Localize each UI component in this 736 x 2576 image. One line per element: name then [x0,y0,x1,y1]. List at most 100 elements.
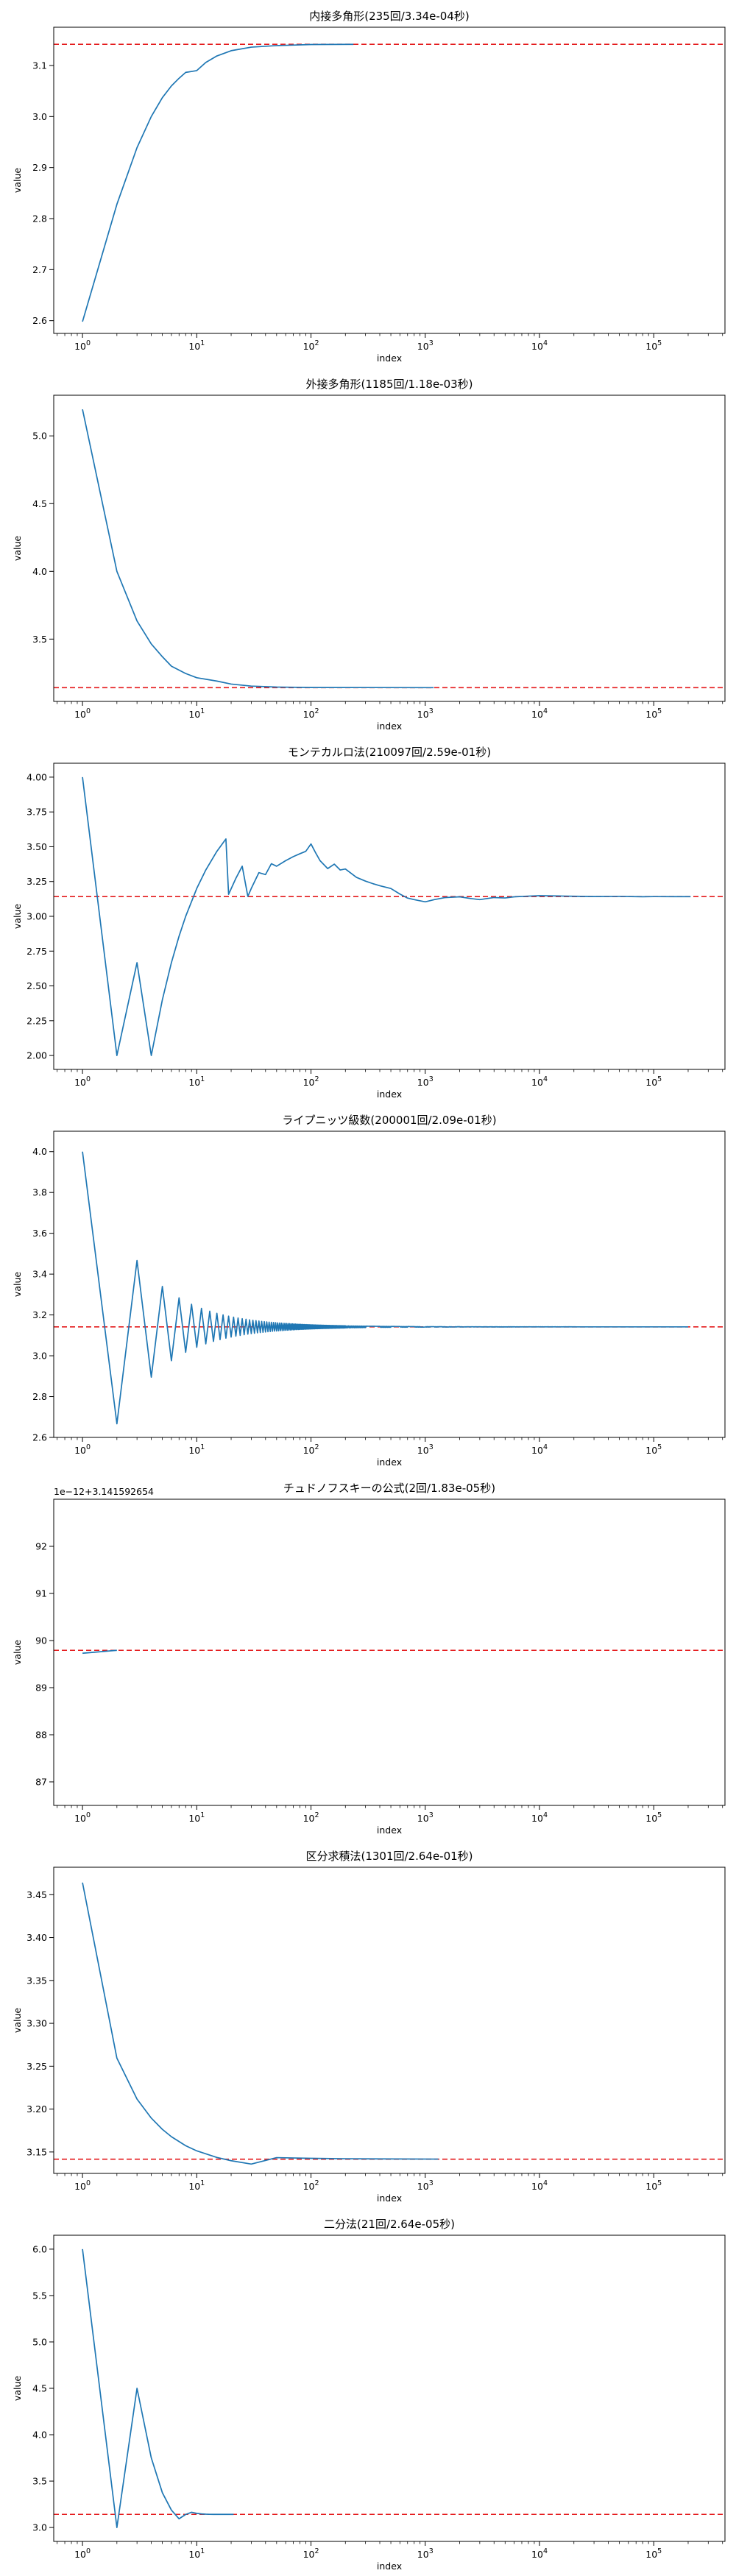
y-tick-label: 3.5 [32,2476,47,2487]
y-tick-label: 2.8 [32,1391,47,1402]
chart-panel-3: モンテカルロ法(210097回/2.59e-01秒) 100 101 102 103 10… [12,746,726,1100]
chart-title: ライプニッツ級数(200001回/2.09e-01秒) [282,1114,496,1127]
y-tick-label: 3.0 [32,111,47,122]
plot-frame [53,762,726,1070]
y-tick-label: 3.1 [32,60,47,71]
y-tick-label: 5.0 [32,431,47,442]
x-tick-label: 102 [303,1811,319,1824]
y-tick-label: 92 [35,1541,47,1552]
y-axis-label: value [12,904,23,929]
chart-panel-1: 内接多角形(235回/3.34e-04秒) 100 101 102 103 104 105 2… [12,10,726,364]
x-tick-label: 100 [74,1811,91,1824]
x-tick-label: 102 [303,2179,319,2192]
y-tick-label: 3.30 [26,2018,47,2029]
y-tick-label: 89 [35,1682,47,1694]
x-tick-label: 103 [417,339,434,352]
x-axis-label: index [377,721,402,732]
x-tick-label: 101 [188,2547,205,2560]
x-tick-label: 103 [417,1811,434,1824]
y-tick-label: 2.75 [26,946,47,957]
y-tick-label: 3.8 [32,1187,47,1198]
x-tick-label: 100 [74,1443,91,1456]
y-tick-label: 3.4 [32,1269,47,1280]
x-tick-label: 103 [417,2547,434,2560]
x-tick-label: 100 [74,339,91,352]
plot-frame [53,1498,726,1806]
x-tick-label: 101 [188,1811,205,1824]
x-tick-label: 102 [303,707,319,720]
x-tick-label: 103 [417,2179,434,2192]
chart-panel-2: 外接多角形(1185回/1.18e-03秒) 100 101 102 103 104 105… [12,378,726,732]
x-tick-label: 103 [417,707,434,720]
y-tick-label: 3.15 [26,2146,47,2157]
x-tick-label: 103 [417,1443,434,1456]
y-tick-label: 3.35 [26,1975,47,1986]
chart-title: 二分法(21回/2.64e-05秒) [324,2218,455,2231]
y-axis-label: value [12,2008,23,2033]
x-tick-label: 102 [303,339,319,352]
chart-title: モンテカルロ法(210097回/2.59e-01秒) [288,746,491,759]
x-tick-label: 105 [645,1075,662,1088]
y-tick-label: 2.8 [32,213,47,224]
y-tick-label: 3.50 [26,841,47,852]
x-tick-label: 100 [74,707,91,720]
y-tick-label: 4.5 [32,498,47,509]
y-tick-label: 3.75 [26,807,47,818]
x-tick-label: 105 [645,1443,662,1456]
y-axis-label: value [12,2376,23,2401]
data-series-line [82,2248,234,2528]
chart-title: 区分求積法(1301回/2.64e-01秒) [305,1850,473,1863]
chart-panel-5: チュドノフスキーの公式(2回/1.83e-05秒) 1e−12+3.1415926… [12,1482,726,1836]
y-tick-label: 3.5 [32,634,47,645]
plot-frame [53,2234,726,2542]
y-tick-label: 3.0 [32,1351,47,1362]
data-series-line [82,1151,689,1425]
x-tick-label: 104 [531,2179,548,2192]
y-tick-label: 3.25 [26,2061,47,2072]
y-tick-label: 3.6 [32,1228,47,1239]
data-series-line [82,776,691,1056]
y-axis-label: value [12,168,23,193]
y-tick-label: 2.6 [32,1432,47,1443]
chart-panel-6: 区分求積法(1301回/2.64e-01秒) 100 101 102 103 104 105… [12,1850,726,2204]
y-tick-label: 90 [35,1635,47,1646]
plot-frame [53,1130,726,1438]
y-tick-label: 2.6 [32,315,47,326]
chart-title: 内接多角形(235回/3.34e-04秒) [309,10,470,23]
chart-title: 外接多角形(1185回/1.18e-03秒) [305,378,473,391]
y-tick-label: 3.0 [32,2522,47,2533]
x-tick-label: 105 [645,2547,662,2560]
y-tick-label: 4.5 [32,2383,47,2394]
data-series-line [82,43,354,322]
x-tick-label: 101 [188,2179,205,2192]
x-axis-label: index [377,353,402,364]
x-tick-label: 104 [531,1443,548,1456]
y-tick-label: 3.40 [26,1932,47,1943]
x-tick-label: 101 [188,707,205,720]
x-tick-label: 105 [645,707,662,720]
x-tick-label: 102 [303,2547,319,2560]
x-axis-label: index [377,1089,402,1100]
x-tick-label: 104 [531,1811,548,1824]
x-tick-label: 104 [531,2547,548,2560]
chart-title: チュドノフスキーの公式(2回/1.83e-05秒) [283,1482,495,1495]
x-axis-label: index [377,1457,402,1468]
x-tick-label: 101 [188,339,205,352]
y-axis-label: value [12,1640,23,1665]
y-tick-label: 87 [35,1777,47,1788]
x-tick-label: 100 [74,2179,91,2192]
y-tick-label: 2.50 [26,980,47,991]
x-tick-label: 101 [188,1075,205,1088]
x-tick-label: 102 [303,1443,319,1456]
plot-frame [53,26,726,334]
y-tick-label: 3.45 [26,1889,47,1900]
x-axis-label: index [377,1825,402,1836]
plot-frame [53,1866,726,2174]
data-series-line [82,1882,439,2165]
x-tick-label: 101 [188,1443,205,1456]
data-series-line [82,408,434,689]
y-axis-label: value [12,536,23,561]
y-tick-label: 5.0 [32,2336,47,2347]
